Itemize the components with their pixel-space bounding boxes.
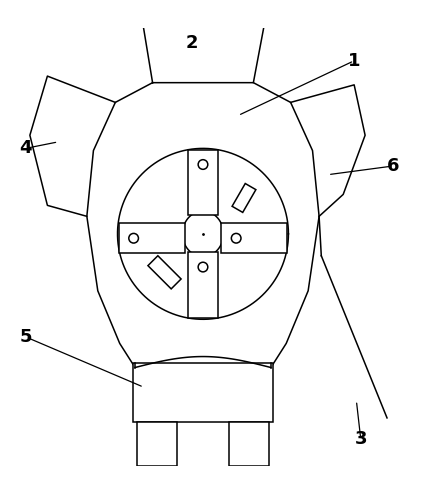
Text: 3: 3 bbox=[355, 430, 367, 448]
Text: 2: 2 bbox=[186, 34, 198, 52]
Text: 1: 1 bbox=[348, 52, 360, 70]
Polygon shape bbox=[148, 256, 181, 289]
Bar bbox=[188, 252, 218, 318]
Bar bbox=[221, 223, 287, 253]
Polygon shape bbox=[232, 183, 256, 212]
Bar bbox=[133, 363, 273, 422]
Bar bbox=[137, 422, 177, 466]
Bar bbox=[119, 223, 185, 253]
Bar bbox=[188, 150, 218, 215]
Text: 5: 5 bbox=[19, 328, 32, 346]
Text: 4: 4 bbox=[19, 139, 32, 158]
Text: 6: 6 bbox=[387, 157, 400, 175]
Bar bbox=[229, 422, 269, 466]
